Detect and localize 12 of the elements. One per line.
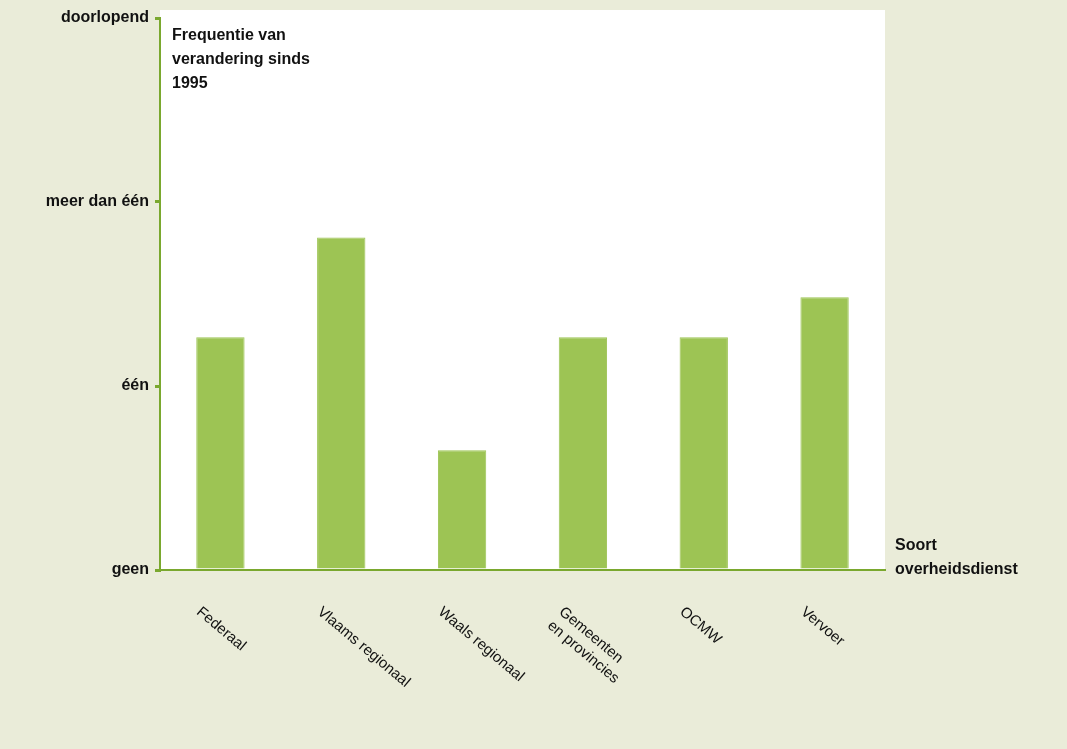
text: meer dan één xyxy=(45,192,149,210)
text: Frequentie van verandering sinds 1995 xyxy=(172,26,310,92)
bar xyxy=(317,237,366,569)
text: één xyxy=(121,376,149,394)
bar xyxy=(679,337,728,569)
bar xyxy=(437,450,487,569)
bar xyxy=(800,297,849,569)
x-axis-title: Soort overheidsdienst xyxy=(895,536,1019,578)
text: geen xyxy=(111,560,149,578)
bar xyxy=(196,337,245,569)
text: doorlopend xyxy=(61,8,149,26)
bar xyxy=(558,337,608,569)
